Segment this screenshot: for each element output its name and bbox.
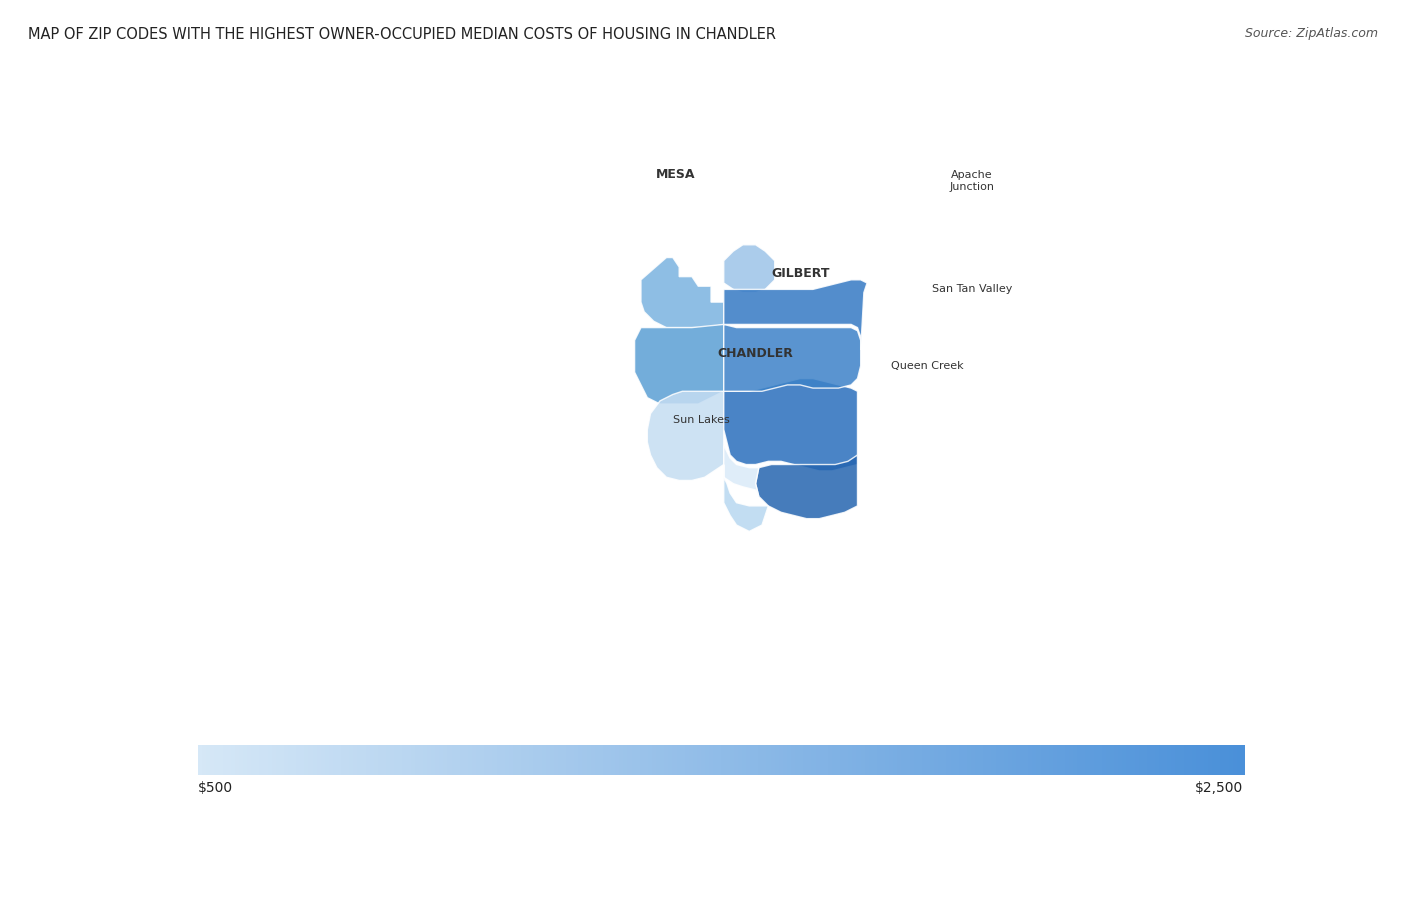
Polygon shape xyxy=(724,445,759,496)
Polygon shape xyxy=(724,302,860,391)
Text: $2,500: $2,500 xyxy=(1195,780,1244,795)
Text: Sun Lakes: Sun Lakes xyxy=(673,415,730,425)
Text: GILBERT: GILBERT xyxy=(770,267,830,280)
Text: CHANDLER: CHANDLER xyxy=(717,347,793,360)
Polygon shape xyxy=(724,325,858,471)
Text: MAP OF ZIP CODES WITH THE HIGHEST OWNER-OCCUPIED MEDIAN COSTS OF HOUSING IN CHAN: MAP OF ZIP CODES WITH THE HIGHEST OWNER-… xyxy=(28,27,776,42)
Text: Queen Creek: Queen Creek xyxy=(891,360,965,370)
Text: San Tan Valley: San Tan Valley xyxy=(932,284,1012,294)
Polygon shape xyxy=(755,455,858,519)
Text: MESA: MESA xyxy=(657,168,696,182)
Polygon shape xyxy=(641,257,724,327)
Text: $500: $500 xyxy=(197,780,232,795)
Polygon shape xyxy=(724,465,768,531)
Polygon shape xyxy=(724,280,868,350)
Text: Apache
Junction: Apache Junction xyxy=(949,170,994,191)
Polygon shape xyxy=(647,391,724,480)
Text: Source: ZipAtlas.com: Source: ZipAtlas.com xyxy=(1244,27,1378,40)
Polygon shape xyxy=(724,245,775,292)
Polygon shape xyxy=(634,325,724,404)
